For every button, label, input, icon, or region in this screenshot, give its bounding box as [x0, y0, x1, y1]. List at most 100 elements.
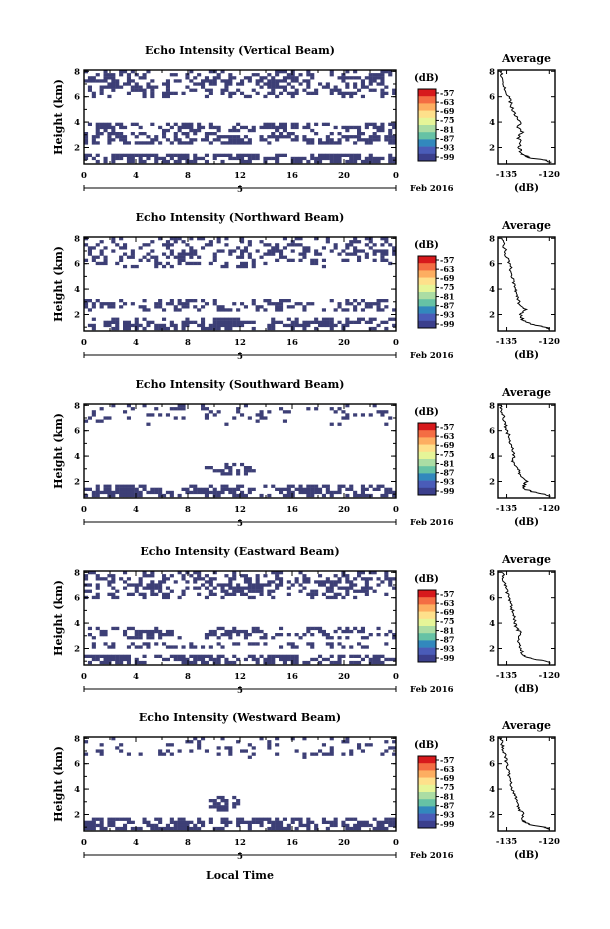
echo-cell — [150, 823, 155, 828]
echo-cell — [169, 252, 174, 256]
echo-cell — [282, 299, 287, 303]
echo-cell — [263, 636, 268, 640]
echo-cell — [173, 645, 178, 649]
echo-cell — [236, 141, 241, 145]
echo-cell — [364, 156, 369, 161]
echo-cell — [243, 159, 248, 164]
echo-cell — [224, 466, 229, 470]
echo-cell — [115, 626, 120, 631]
echo-cell — [181, 817, 186, 821]
echo-cell — [142, 654, 147, 658]
echo-cell — [271, 823, 276, 828]
echo-cell — [99, 132, 104, 136]
echo-cell — [329, 660, 334, 665]
echo-cell — [162, 323, 167, 328]
echo-cell — [364, 243, 369, 247]
echo-cell — [201, 487, 206, 491]
echo-cell — [372, 404, 377, 408]
colorbar-frame — [417, 755, 437, 829]
echo-cell — [372, 252, 377, 256]
echo-cell — [259, 737, 264, 741]
average-y-tick-label: 8 — [489, 401, 495, 411]
echo-cell — [142, 132, 147, 136]
echo-cell — [150, 413, 155, 417]
echo-cell — [220, 487, 225, 491]
echo-cell — [345, 246, 350, 250]
echo-cell — [177, 153, 182, 157]
echo-cell — [349, 484, 354, 488]
echo-cell — [220, 249, 225, 253]
echo-cell — [158, 820, 163, 824]
echo-cell — [150, 320, 155, 324]
echo-cell — [333, 410, 338, 414]
echo-cell — [177, 258, 182, 262]
echo-cell — [91, 657, 96, 662]
echo-cell — [247, 743, 252, 747]
echo-cell — [228, 249, 233, 253]
colorbar-swatch — [418, 444, 436, 453]
echo-cell — [345, 125, 350, 130]
echo-cell — [138, 645, 143, 649]
echo-cell — [95, 141, 100, 145]
echo-cell — [197, 820, 202, 824]
echo-cell — [360, 249, 365, 253]
echo-cell — [87, 654, 92, 658]
echo-cell — [146, 574, 151, 578]
echo-cell — [189, 660, 194, 665]
echo-cell — [177, 595, 182, 600]
echo-cell — [126, 91, 131, 95]
echo-cell — [329, 299, 334, 303]
echo-cell — [271, 125, 276, 130]
echo-cell — [325, 82, 330, 86]
echo-cell — [286, 410, 291, 414]
echo-cell — [306, 249, 311, 253]
colorbar-tick-label: -69 — [440, 607, 455, 617]
echo-cell — [302, 633, 307, 637]
echo-cell — [392, 135, 397, 139]
echo-cell — [193, 261, 198, 266]
echo-cell — [325, 820, 330, 824]
echo-cell — [165, 255, 170, 259]
echo-cell — [341, 574, 346, 578]
echo-cell — [138, 484, 143, 488]
echo-cell — [181, 404, 186, 408]
echo-cell — [119, 487, 124, 491]
echo-cell — [357, 88, 362, 92]
echo-cell — [208, 466, 213, 470]
echo-cell — [126, 156, 131, 161]
echo-cell — [286, 258, 291, 262]
echo-cell — [165, 82, 170, 86]
echo-cell — [279, 153, 284, 157]
echo-cell — [107, 657, 112, 662]
echo-cell — [236, 246, 241, 250]
echo-cell — [189, 159, 194, 164]
echo-cell — [119, 490, 124, 495]
echo-cell — [212, 805, 217, 809]
echo-cell — [99, 752, 104, 756]
echo-cell — [154, 490, 159, 495]
echo-cell — [158, 749, 163, 753]
echo-cell — [333, 490, 338, 495]
echo-cell — [310, 493, 315, 498]
echo-cell — [111, 595, 116, 600]
echo-cell — [208, 122, 213, 126]
echo-cell — [384, 571, 389, 575]
echo-cell — [173, 305, 178, 309]
echo-cell — [349, 76, 354, 80]
echo-cell — [220, 490, 225, 495]
echo-cell — [158, 580, 163, 584]
echo-cell — [169, 629, 174, 634]
echo-cell — [165, 138, 170, 142]
x-tick-label: 8 — [185, 171, 191, 181]
echo-cell — [302, 580, 307, 584]
echo-cell — [345, 153, 350, 157]
echo-cell — [103, 642, 108, 646]
echo-cell — [321, 122, 326, 126]
echo-cell — [201, 645, 206, 649]
echo-cell — [364, 122, 369, 126]
echo-cell — [123, 633, 128, 637]
echo-cell — [275, 249, 280, 253]
echo-cell — [232, 795, 237, 800]
echo-cell — [243, 404, 248, 408]
echo-cell — [185, 580, 190, 584]
